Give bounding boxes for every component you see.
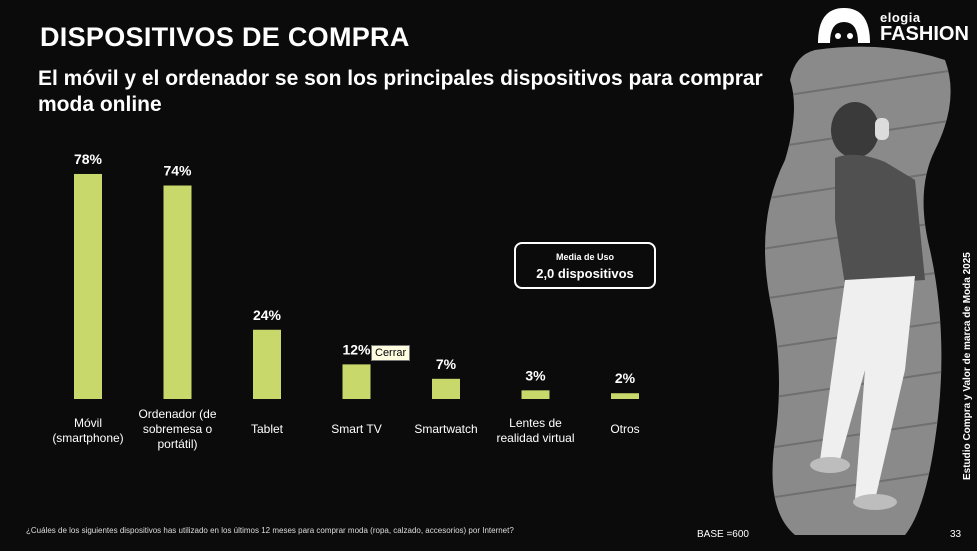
category-label-line: (smartphone) [52, 431, 123, 445]
close-tooltip[interactable]: Cerrar [371, 345, 411, 361]
media-uso-value: 2,0 dispositivos [536, 266, 634, 281]
page-number: 33 [950, 529, 962, 540]
bar-value-label: 12% [342, 341, 371, 357]
bar [163, 185, 192, 399]
bar-value-label: 7% [436, 356, 457, 372]
category-label-line: Smartwatch [414, 422, 477, 436]
category-label: Smart TV [331, 422, 381, 436]
bar-chart: 78% Móvil (smartphone) 74% Ordenador (de sobr… [52, 151, 639, 451]
bar [521, 390, 550, 399]
bar [253, 329, 281, 399]
page-subtitle: El móvil y el ordenador se son los princ… [38, 67, 763, 116]
bar [74, 173, 102, 399]
media-uso-box: Media de Uso 2,0 dispositivos [514, 242, 656, 289]
logo-mascot-icon [818, 8, 870, 43]
study-side-text: Estudio Compra y Valor de marca de Moda … [962, 252, 973, 480]
category-label-line: Tablet [251, 422, 284, 436]
category-label-line: Smart TV [331, 422, 381, 436]
category-label: Tablet [251, 422, 284, 436]
bar-value-label: 2% [615, 370, 636, 386]
bar [432, 378, 460, 399]
category-label: Lentes de realidad virtual [496, 416, 574, 445]
category-label-line: Ordenador (de [138, 407, 216, 421]
brand-logo: elogia FASHION [816, 6, 976, 46]
logo-text-bottom: FASHION [880, 23, 969, 45]
bar-value-label: 24% [253, 307, 282, 323]
survey-question: ¿Cuáles de los siguientes dispositivos h… [26, 526, 514, 535]
person-photo [765, 46, 951, 536]
category-label: Ordenador (de sobremesa o portátil) [138, 407, 216, 451]
bar-value-label: 74% [163, 163, 192, 179]
category-label-line: sobremesa o [143, 422, 213, 436]
base-sample: BASE =600 [697, 529, 749, 540]
media-uso-label: Media de Uso [555, 252, 614, 262]
category-label-line: Lentes de [509, 416, 562, 430]
bar-value-label: 78% [74, 151, 103, 167]
category-label: Smartwatch [414, 422, 477, 436]
category-label-line: Móvil [74, 416, 102, 430]
bar-value-label: 3% [525, 367, 546, 383]
category-label: Otros [610, 422, 639, 436]
category-label: Móvil (smartphone) [52, 416, 123, 445]
bar [611, 393, 639, 399]
category-label-line: portátil) [157, 437, 197, 451]
bar [342, 364, 371, 399]
page-title: DISPOSITIVOS DE COMPRA [40, 22, 410, 52]
category-label-line: Otros [610, 422, 639, 436]
logo-text-top: elogia [880, 10, 921, 25]
category-label-line: realidad virtual [496, 431, 574, 445]
